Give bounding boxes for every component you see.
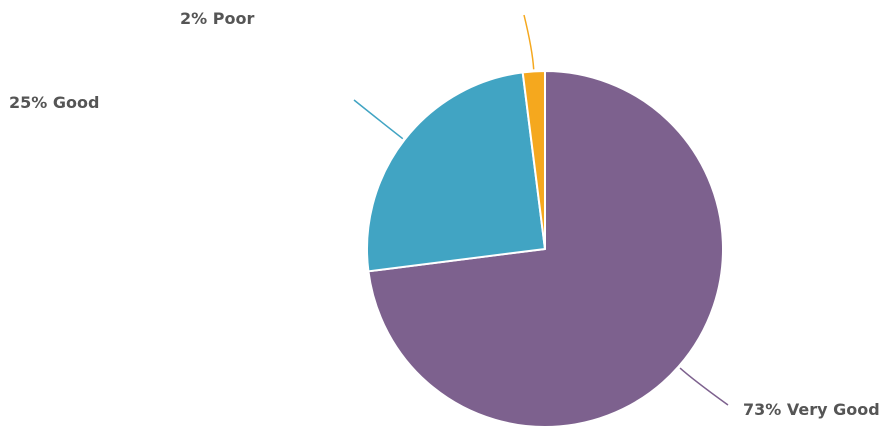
leader-line-very-good [679,367,729,406]
slice-label-good: 25% Good [9,93,99,112]
pie-slice-good [366,71,546,273]
slice-label-very-good: 73% Very Good [743,400,880,419]
slice-labels: 73% Very Good 25% Good 2% Poor [9,9,880,419]
leader-line-good [353,99,404,140]
pie-slices [366,70,724,428]
leader-line-poor [523,14,535,70]
leader-lines [353,14,729,406]
pie-slice-poor [521,70,546,250]
slice-label-poor: 2% Poor [180,9,254,28]
